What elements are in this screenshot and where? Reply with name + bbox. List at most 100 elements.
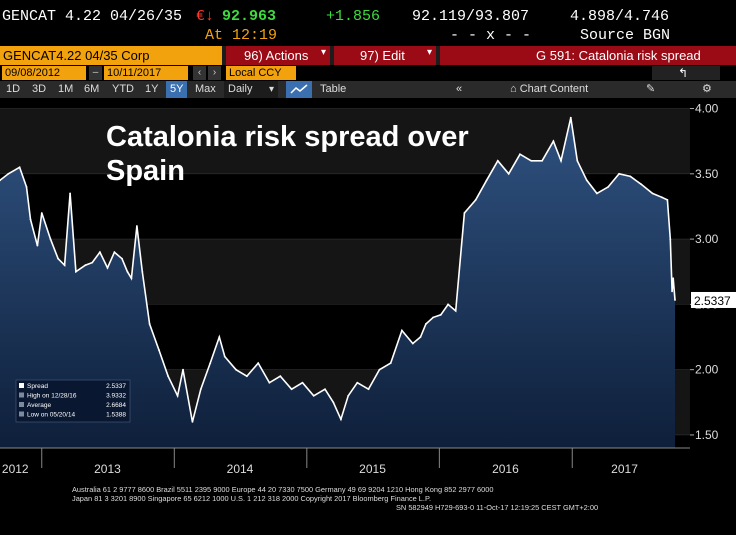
- y-tick-label: 2.00: [695, 363, 719, 377]
- chart-legend: Spread 2.5337 High on 12/28/16 3.9332 Averag…: [15, 379, 131, 423]
- data-point: [135, 225, 138, 227]
- data-point: [91, 261, 94, 264]
- data-point: [126, 270, 129, 273]
- data-point: [672, 277, 675, 280]
- data-point: [332, 401, 335, 404]
- data-point: [84, 264, 87, 267]
- currency-label: Local CCY: [229, 67, 282, 79]
- period-max[interactable]: Max: [195, 83, 216, 95]
- footer-line: SN 582949 H729-693-0 11-Oct-17 12:19:25 …: [396, 503, 598, 512]
- date-range-dash: –: [89, 66, 102, 80]
- security-field[interactable]: GENCAT4.22 04/35 Corp: [0, 46, 222, 65]
- data-point: [324, 388, 326, 391]
- legend-swatch: [19, 383, 24, 388]
- series-points: [0, 116, 676, 423]
- data-point: [401, 329, 403, 332]
- data-point: [235, 368, 237, 371]
- period-1d[interactable]: 1D: [6, 83, 21, 95]
- x-tick-label: 2016: [492, 462, 519, 476]
- chart-title-line: Catalonia risk spread over: [106, 121, 469, 153]
- chart-name-field[interactable]: G 591: Catalonia risk spread: [440, 46, 736, 65]
- period-3d[interactable]: 3D: [32, 83, 47, 95]
- y-axis-background: [690, 98, 736, 448]
- legend-swatch: [19, 402, 24, 407]
- price-change: +1.856: [326, 8, 381, 25]
- data-point: [389, 362, 392, 365]
- data-point: [223, 355, 226, 358]
- prev-period-icon[interactable]: ‹: [193, 66, 206, 80]
- chart-content-icon: ⌂: [510, 83, 520, 95]
- end-date: 10/11/2017: [107, 67, 162, 79]
- currency-select[interactable]: Local CCY: [226, 66, 296, 80]
- data-point: [340, 418, 342, 421]
- data-point: [218, 336, 221, 338]
- data-point: [378, 368, 381, 371]
- next-period-icon[interactable]: ›: [208, 66, 221, 80]
- data-point: [191, 420, 194, 423]
- x-tick-label: 2013: [94, 462, 121, 476]
- data-point: [596, 192, 598, 195]
- data-point: [356, 381, 359, 384]
- frequency-label: Daily: [228, 83, 253, 95]
- data-point: [148, 323, 151, 325]
- price-source: Source BGN: [580, 27, 671, 44]
- period-6m[interactable]: 6M: [84, 83, 100, 95]
- chevron-down-icon: ▾: [320, 47, 326, 58]
- data-point: [69, 192, 71, 195]
- footer-line: Australia 61 2 9777 8600 Brazil 5511 239…: [72, 485, 493, 494]
- refresh-button[interactable]: ↰: [652, 66, 720, 80]
- period-ytd[interactable]: YTD: [112, 83, 134, 95]
- last-value-label: 2.5337: [694, 294, 731, 308]
- data-point: [367, 388, 370, 391]
- data-point: [63, 264, 66, 267]
- period-5y[interactable]: 5Y: [166, 81, 188, 98]
- edit-menu[interactable]: 97) Edit ▾: [334, 46, 436, 65]
- data-point: [74, 270, 77, 273]
- data-point: [607, 185, 610, 188]
- data-point: [130, 277, 133, 280]
- data-point: [257, 362, 260, 365]
- data-point: [199, 388, 202, 391]
- collapse-icon[interactable]: «: [456, 83, 463, 95]
- frequency-select[interactable]: Daily ▾: [224, 81, 278, 98]
- data-point: [447, 303, 449, 306]
- data-point: [439, 313, 442, 316]
- actions-menu[interactable]: 96) Actions ▾: [226, 46, 330, 65]
- data-point: [485, 179, 488, 182]
- chart-toolbar: 1D 3D 1M 6M YTD 1Y 5Y Max Daily ▾ Table …: [0, 81, 736, 98]
- period-1y[interactable]: 1Y: [145, 83, 159, 95]
- security-label: GENCAT4.22 04/35 Corp: [3, 48, 150, 63]
- x-axis-background: [0, 448, 736, 530]
- gear-icon[interactable]: ⚙: [702, 83, 712, 95]
- legend-value: 2.6684: [106, 402, 126, 409]
- legend-label: Average: [27, 402, 51, 409]
- data-point: [29, 218, 32, 221]
- last-price: 92.963: [222, 8, 277, 25]
- data-point: [106, 266, 109, 269]
- data-point: [176, 394, 179, 397]
- line-chart-icon[interactable]: [286, 81, 312, 98]
- data-point: [541, 159, 544, 162]
- chart-content-label: Chart Content: [519, 83, 589, 95]
- y-tick-label: 3.00: [695, 232, 719, 246]
- period-1m[interactable]: 1M: [58, 83, 74, 95]
- last-value-box: [691, 291, 736, 308]
- x-tick-label: 2014: [227, 462, 254, 476]
- data-point: [7, 172, 10, 175]
- data-point: [25, 185, 28, 188]
- data-point: [167, 375, 170, 378]
- start-date-field[interactable]: 09/08/2012: [2, 66, 86, 80]
- legend-value: 3.9332: [106, 393, 126, 400]
- x-tick-label: 2012: [2, 462, 29, 476]
- y-tick-label: 3.50: [695, 167, 719, 181]
- data-point: [530, 159, 533, 162]
- end-date-field[interactable]: 10/11/2017: [104, 66, 188, 80]
- pencil-icon[interactable]: ✎: [646, 83, 656, 95]
- data-point: [182, 368, 184, 371]
- chart-title: Catalonia risk spread over Spain: [106, 121, 469, 187]
- table-button[interactable]: Table: [316, 81, 350, 98]
- chart-content-button[interactable]: ⌂ Chart Content: [506, 81, 618, 98]
- data-point: [674, 299, 676, 301]
- data-point: [576, 159, 579, 162]
- y-tick-label: 4.00: [695, 102, 719, 116]
